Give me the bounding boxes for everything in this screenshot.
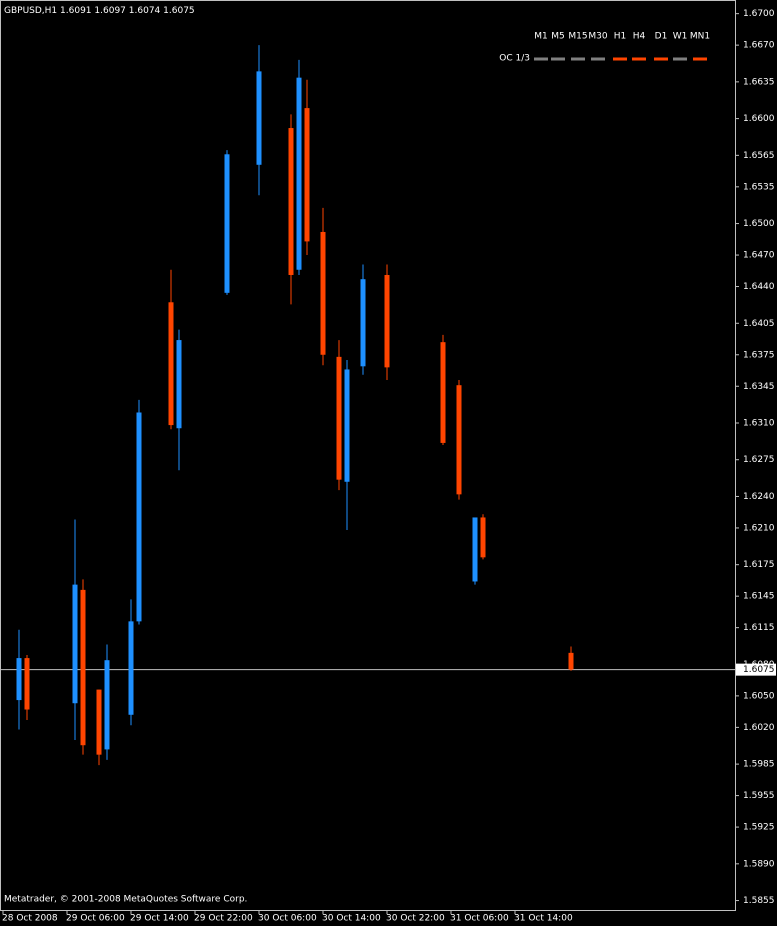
y-tick-label: 1.6470 <box>743 251 775 261</box>
x-tick-label: 29 Oct 14:00 <box>130 914 189 924</box>
y-tick-label: 1.5985 <box>743 760 775 770</box>
candle-body <box>456 385 462 495</box>
ohlc-high: 1.6097 <box>94 6 126 16</box>
y-tick-label: 1.5925 <box>743 823 775 833</box>
y-tick-label: 1.6275 <box>743 455 775 465</box>
y-tick-label: 1.6535 <box>743 182 775 192</box>
candle-body <box>304 108 310 242</box>
candle-body <box>136 412 142 622</box>
ohlc: 1.6091 1.6097 1.6074 1.6075 <box>60 6 195 16</box>
ohlc-open: 1.6091 <box>60 6 92 16</box>
x-tick-label: 30 Oct 06:00 <box>258 914 317 924</box>
x-tick-label: 30 Oct 14:00 <box>322 914 381 924</box>
candle-body <box>128 621 134 715</box>
price-label-bg <box>736 663 776 676</box>
x-tick-label: 31 Oct 14:00 <box>514 914 573 924</box>
candle-body <box>80 589 86 746</box>
price-label: 1.6075 <box>743 665 775 675</box>
candle-body <box>320 231 326 355</box>
candle-body <box>24 658 30 710</box>
candle-body <box>296 77 302 270</box>
indicator-label: OC 1/3 <box>499 54 530 64</box>
x-tick-label: 29 Oct 06:00 <box>66 914 125 924</box>
candle-body <box>440 342 446 443</box>
timeframe-label: H4 <box>633 32 646 42</box>
y-tick-label: 1.6375 <box>743 350 775 360</box>
candle-body <box>224 154 230 293</box>
y-tick-label: 1.6635 <box>743 77 775 87</box>
y-tick-label: 1.6500 <box>743 219 775 229</box>
timeframe-label: M1 <box>534 32 548 42</box>
y-tick-label: 1.5855 <box>743 896 775 906</box>
candle-body <box>344 369 350 482</box>
y-tick-label: 1.6440 <box>743 282 775 292</box>
candle-body <box>480 517 486 558</box>
timeframe-label: MN1 <box>690 32 710 42</box>
timeframe-label: H1 <box>614 32 627 42</box>
candle-body <box>16 658 22 701</box>
y-tick-label: 1.6600 <box>743 114 775 124</box>
timeframe-label: D1 <box>655 32 668 42</box>
x-tick-label: 31 Oct 06:00 <box>450 914 509 924</box>
y-tick-label: 1.6670 <box>743 41 775 51</box>
timeframe-label: M30 <box>588 32 607 42</box>
timeframe-label: M15 <box>568 32 587 42</box>
candle-body <box>72 584 78 704</box>
chart-header: GBPUSD,H1 1.6091 1.6097 1.6074 1.6075 <box>4 6 195 16</box>
timeframe-label: W1 <box>673 32 688 42</box>
x-tick-label: 29 Oct 22:00 <box>194 914 253 924</box>
candle-body <box>360 279 366 367</box>
candle-body <box>256 71 262 165</box>
candle-body <box>288 128 294 275</box>
candle-body <box>472 517 478 582</box>
y-tick-label: 1.6145 <box>743 592 775 602</box>
chart-title: GBPUSD,H1 <box>4 6 57 16</box>
candle-body <box>568 652 574 670</box>
y-tick-label: 1.6240 <box>743 492 775 502</box>
y-tick-label: 1.5955 <box>743 791 775 801</box>
timeframe-label: M5 <box>551 32 565 42</box>
y-tick-label: 1.6175 <box>743 560 775 570</box>
candle-body <box>104 660 110 750</box>
candle-body <box>176 340 182 429</box>
y-tick-label: 1.6565 <box>743 151 775 161</box>
candle-body <box>336 356 342 480</box>
y-tick-label: 1.6405 <box>743 319 775 329</box>
y-tick-label: 1.6115 <box>743 623 775 633</box>
y-tick-label: 1.6310 <box>743 418 775 428</box>
y-tick-label: 1.6020 <box>743 723 775 733</box>
watermark: Metatrader, © 2001-2008 MetaQuotes Softw… <box>4 895 247 905</box>
y-tick-label: 1.6210 <box>743 523 775 533</box>
x-tick-label: 30 Oct 22:00 <box>386 914 445 924</box>
y-tick-label: 1.5890 <box>743 859 775 869</box>
y-tick-label: 1.6345 <box>743 382 775 392</box>
x-tick-label: 28 Oct 2008 <box>2 914 58 924</box>
candle-body <box>96 689 102 755</box>
candle-body <box>384 274 390 368</box>
y-tick-label: 1.6700 <box>743 9 775 19</box>
y-tick-label: 1.6050 <box>743 691 775 701</box>
ohlc-close: 1.6075 <box>163 6 195 16</box>
plot-frame <box>0 0 736 911</box>
ohlc-low: 1.6074 <box>129 6 161 16</box>
candle-body <box>168 302 174 426</box>
